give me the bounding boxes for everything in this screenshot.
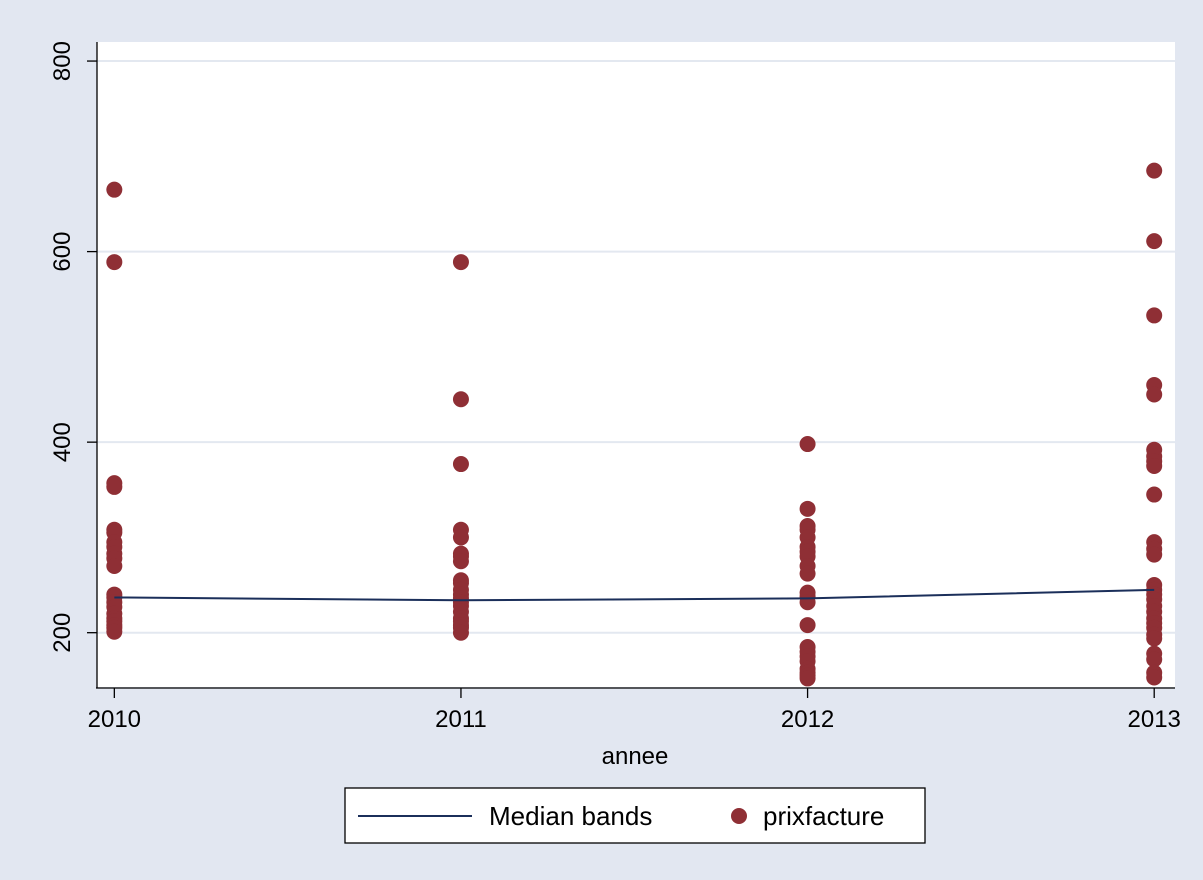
data-point — [106, 254, 123, 271]
x-tick-label: 2011 — [435, 706, 487, 733]
data-point — [452, 456, 469, 473]
scatter-series-prixfacture — [106, 162, 1163, 687]
data-point — [799, 565, 816, 582]
plot-area — [97, 42, 1175, 687]
legend: Median bands prixfacture — [344, 787, 926, 844]
series — [106, 162, 1163, 687]
y-tick-label: 200 — [49, 613, 76, 653]
data-point — [799, 670, 816, 687]
legend-dot-swatch — [731, 808, 747, 824]
data-point — [1146, 669, 1163, 686]
x-axis-ticks: 2010 2011 2012 2013 — [88, 688, 1181, 733]
data-point — [1146, 233, 1163, 250]
data-point — [106, 623, 123, 640]
legend-label-median-bands: Median bands — [489, 801, 652, 831]
legend-label-prixfacture: prixfacture — [763, 801, 884, 831]
x-axis-label: annee — [602, 743, 669, 770]
y-tick-label: 600 — [49, 232, 76, 272]
data-point — [1146, 546, 1163, 563]
data-point — [1146, 307, 1163, 324]
data-point — [1146, 630, 1163, 647]
data-point — [799, 500, 816, 517]
data-point — [452, 391, 469, 408]
x-tick-label: 2013 — [1128, 706, 1181, 733]
x-tick-label: 2010 — [88, 706, 141, 733]
data-point — [799, 436, 816, 453]
data-point — [1146, 162, 1163, 179]
data-point — [1146, 486, 1163, 503]
data-point — [799, 617, 816, 634]
data-point — [452, 553, 469, 570]
data-point — [1146, 651, 1163, 668]
data-point — [452, 254, 469, 271]
data-point — [452, 624, 469, 641]
data-point — [452, 529, 469, 546]
grid-lines — [97, 60, 1175, 634]
median-bands-line — [114, 588, 1155, 602]
x-tick-label: 2012 — [781, 706, 834, 733]
y-axis-ticks: 200 400 600 800 — [49, 41, 97, 653]
data-point — [799, 594, 816, 611]
data-point — [106, 181, 123, 198]
data-point — [106, 478, 123, 495]
data-point — [1146, 457, 1163, 474]
y-tick-label: 400 — [49, 422, 76, 462]
y-tick-label: 800 — [49, 41, 76, 81]
data-point — [1146, 386, 1163, 403]
data-point — [106, 558, 123, 575]
